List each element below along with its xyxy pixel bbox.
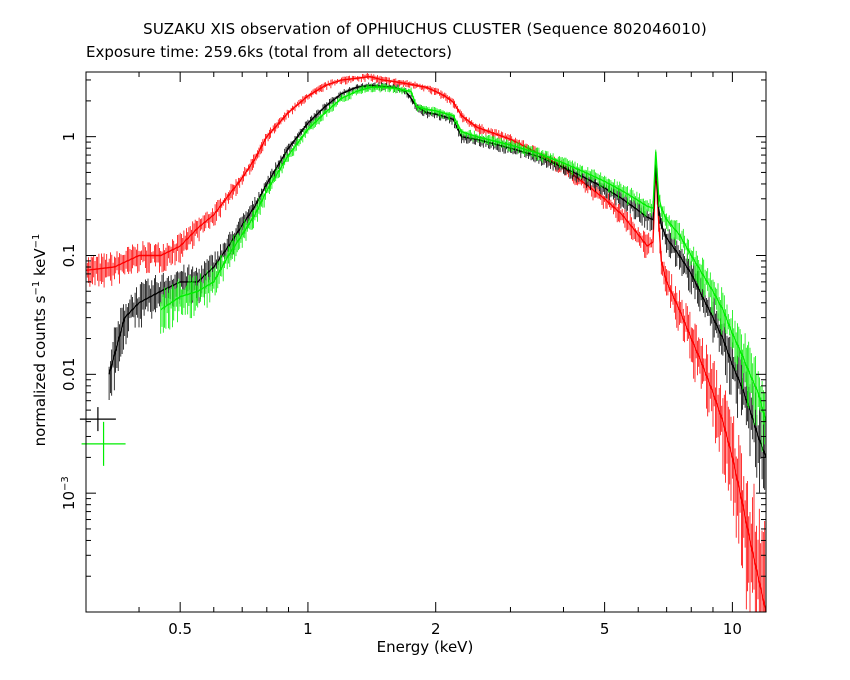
y-axis-label-exp2: −1 bbox=[31, 233, 42, 249]
chart-subtitle: Exposure time: 259.6ks (total from all d… bbox=[86, 43, 453, 61]
y-axis-label-text: normalized counts s bbox=[31, 295, 49, 447]
series-1 bbox=[108, 82, 767, 493]
y-axis-label-unit: keV bbox=[31, 248, 49, 281]
x-tick-label: 2 bbox=[431, 620, 441, 638]
y-tick-label: 0.01 bbox=[60, 358, 78, 391]
y-axis-label: normalized counts s−1 keV−1 bbox=[31, 234, 49, 447]
x-axis-label: Energy (keV) bbox=[376, 638, 474, 656]
y-tick-label: 10−3 bbox=[60, 476, 78, 510]
series-2 bbox=[160, 83, 767, 452]
series-0 bbox=[85, 73, 767, 613]
series-0-line bbox=[85, 75, 767, 613]
chart-title: SUZAKU XIS observation of OPHIUCHUS CLUS… bbox=[143, 20, 707, 38]
x-tick-label: 1 bbox=[303, 620, 313, 638]
series-layer bbox=[85, 73, 767, 613]
plot-frame bbox=[85, 71, 767, 613]
y-tick-label: 0.1 bbox=[60, 244, 78, 268]
x-tick-label: 5 bbox=[600, 620, 610, 638]
tick-layer: 0.5 1 2 5 10 1 0.1 0.01 10−3 bbox=[60, 72, 766, 638]
x-tick-label: 10 bbox=[723, 620, 742, 638]
marker-cross-1 bbox=[81, 421, 126, 466]
y-tick-label: 1 bbox=[60, 132, 78, 142]
marker-cross-0 bbox=[79, 407, 116, 432]
y-axis-label-exp1: −1 bbox=[31, 280, 42, 296]
series-1-line bbox=[108, 84, 767, 458]
y-tick-exponent: −3 bbox=[60, 476, 71, 491]
marker-layer bbox=[79, 407, 126, 466]
x-tick-label: 0.5 bbox=[168, 620, 192, 638]
